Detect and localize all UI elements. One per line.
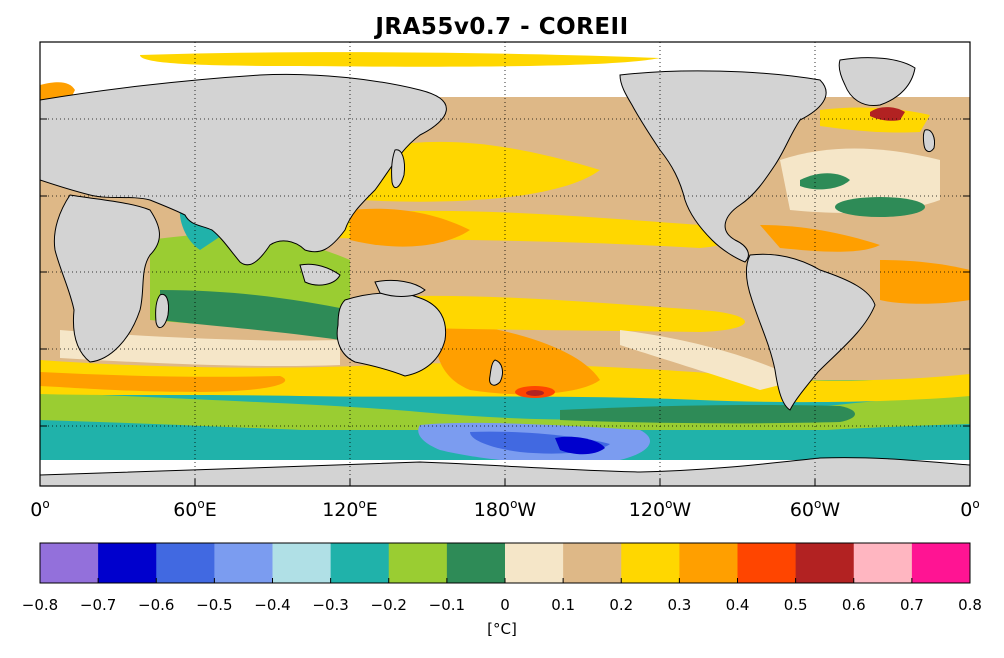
tasman-warm xyxy=(436,320,600,395)
longitude-tick-label: 180oW xyxy=(474,497,537,521)
colorbar-tick-labels: −0.8 −0.7 −0.6 −0.5 −0.4 −0.3 −0.2 −0.1 0 0.1 0.2 0… xyxy=(22,596,982,614)
longitude-tick-labels: 0o 60oE 120oE 180oW 120oW 60oW 0o xyxy=(30,497,979,521)
antarctica xyxy=(40,457,970,486)
se-pacific-pale xyxy=(620,330,800,390)
colorbar-tick-label: 0.4 xyxy=(726,596,750,614)
south-indian-warm xyxy=(40,372,286,392)
colorbar-swatch xyxy=(214,543,273,583)
colorbar-swatch xyxy=(679,543,738,583)
colorbar-tick-label: −0.2 xyxy=(371,596,407,614)
land-masses xyxy=(40,57,970,486)
colorbar-tick-label: 0.7 xyxy=(900,596,924,614)
colorbar-tick-label: 0.1 xyxy=(551,596,575,614)
madagascar xyxy=(155,293,169,329)
colorbar-swatch xyxy=(737,543,797,583)
map-title: JRA55v0.7 - COREII xyxy=(375,14,629,40)
atlantic-green-anomaly xyxy=(835,197,925,217)
longitude-tick-label: 0o xyxy=(960,497,979,521)
south-indian-pale xyxy=(60,330,340,367)
colorbar-tick-label: −0.3 xyxy=(312,596,348,614)
colorbar-swatch xyxy=(446,543,506,583)
map-field xyxy=(40,42,970,486)
tasman-peak xyxy=(526,390,544,396)
colorbar-swatch xyxy=(505,543,564,583)
indonesia xyxy=(299,263,341,286)
colorbar-tick-label: 0 xyxy=(500,596,510,614)
colorbar-tick-label: −0.8 xyxy=(22,596,58,614)
colorbar-tick-label: −0.5 xyxy=(196,596,232,614)
colorbar-tick-label: 0.8 xyxy=(958,596,982,614)
longitude-tick-label: 120oE xyxy=(322,497,378,521)
colorbar-swatch xyxy=(795,543,855,583)
colorbar-swatch xyxy=(40,543,99,583)
colorbar-swatch xyxy=(156,543,215,583)
colorbar-units: [°C] xyxy=(487,620,517,638)
gridlines xyxy=(40,42,970,486)
north-america xyxy=(619,70,827,263)
greenland xyxy=(838,57,916,107)
colorbar-tick-label: 0.6 xyxy=(842,596,866,614)
colorbar-tick-label: −0.6 xyxy=(138,596,174,614)
longitude-tick-label: 60oW xyxy=(790,497,841,521)
caribbean-warm xyxy=(760,225,880,252)
colorbar-tick-label: −0.4 xyxy=(254,596,290,614)
longitude-tick-label: 60oE xyxy=(173,497,217,521)
colorbar-swatch xyxy=(563,543,622,583)
ross-sea-min xyxy=(555,436,605,455)
colorbar-swatch xyxy=(621,543,680,583)
west-pacific-warm xyxy=(350,208,470,247)
africa xyxy=(53,194,160,363)
new-guinea xyxy=(374,279,426,297)
longitude-tick-label: 120oW xyxy=(629,497,692,521)
great-britain xyxy=(922,129,935,153)
colorbar-swatch xyxy=(98,543,157,583)
eurasia xyxy=(40,73,447,266)
gulf-stream-green xyxy=(800,173,850,190)
australia xyxy=(336,292,447,377)
north-atlantic-pale xyxy=(780,148,940,213)
colorbar-swatch xyxy=(853,543,913,583)
arctic-warm-band xyxy=(140,52,660,67)
colorbar xyxy=(39,542,971,584)
japan xyxy=(391,149,405,189)
southern-dark-green xyxy=(560,405,855,424)
frame-ticks xyxy=(40,118,970,486)
colorbar-swatch xyxy=(388,543,448,583)
indian-dark-band xyxy=(160,290,350,340)
colorbar-tick-label: 0.2 xyxy=(609,596,633,614)
longitude-tick-label: 0o xyxy=(30,497,49,521)
colorbar-tick-label: −0.7 xyxy=(80,596,116,614)
east-atlantic-warm xyxy=(880,260,970,304)
colorbar-tick-label: 0.5 xyxy=(784,596,808,614)
new-zealand xyxy=(489,359,503,386)
colorbar-tick-label: −0.1 xyxy=(429,596,465,614)
norwegian-hotspot xyxy=(870,107,905,121)
colorbar-swatch xyxy=(911,543,971,583)
colorbar-swatch xyxy=(330,543,390,583)
colorbar-swatch xyxy=(272,543,332,583)
colorbar-tick-label: 0.3 xyxy=(667,596,691,614)
